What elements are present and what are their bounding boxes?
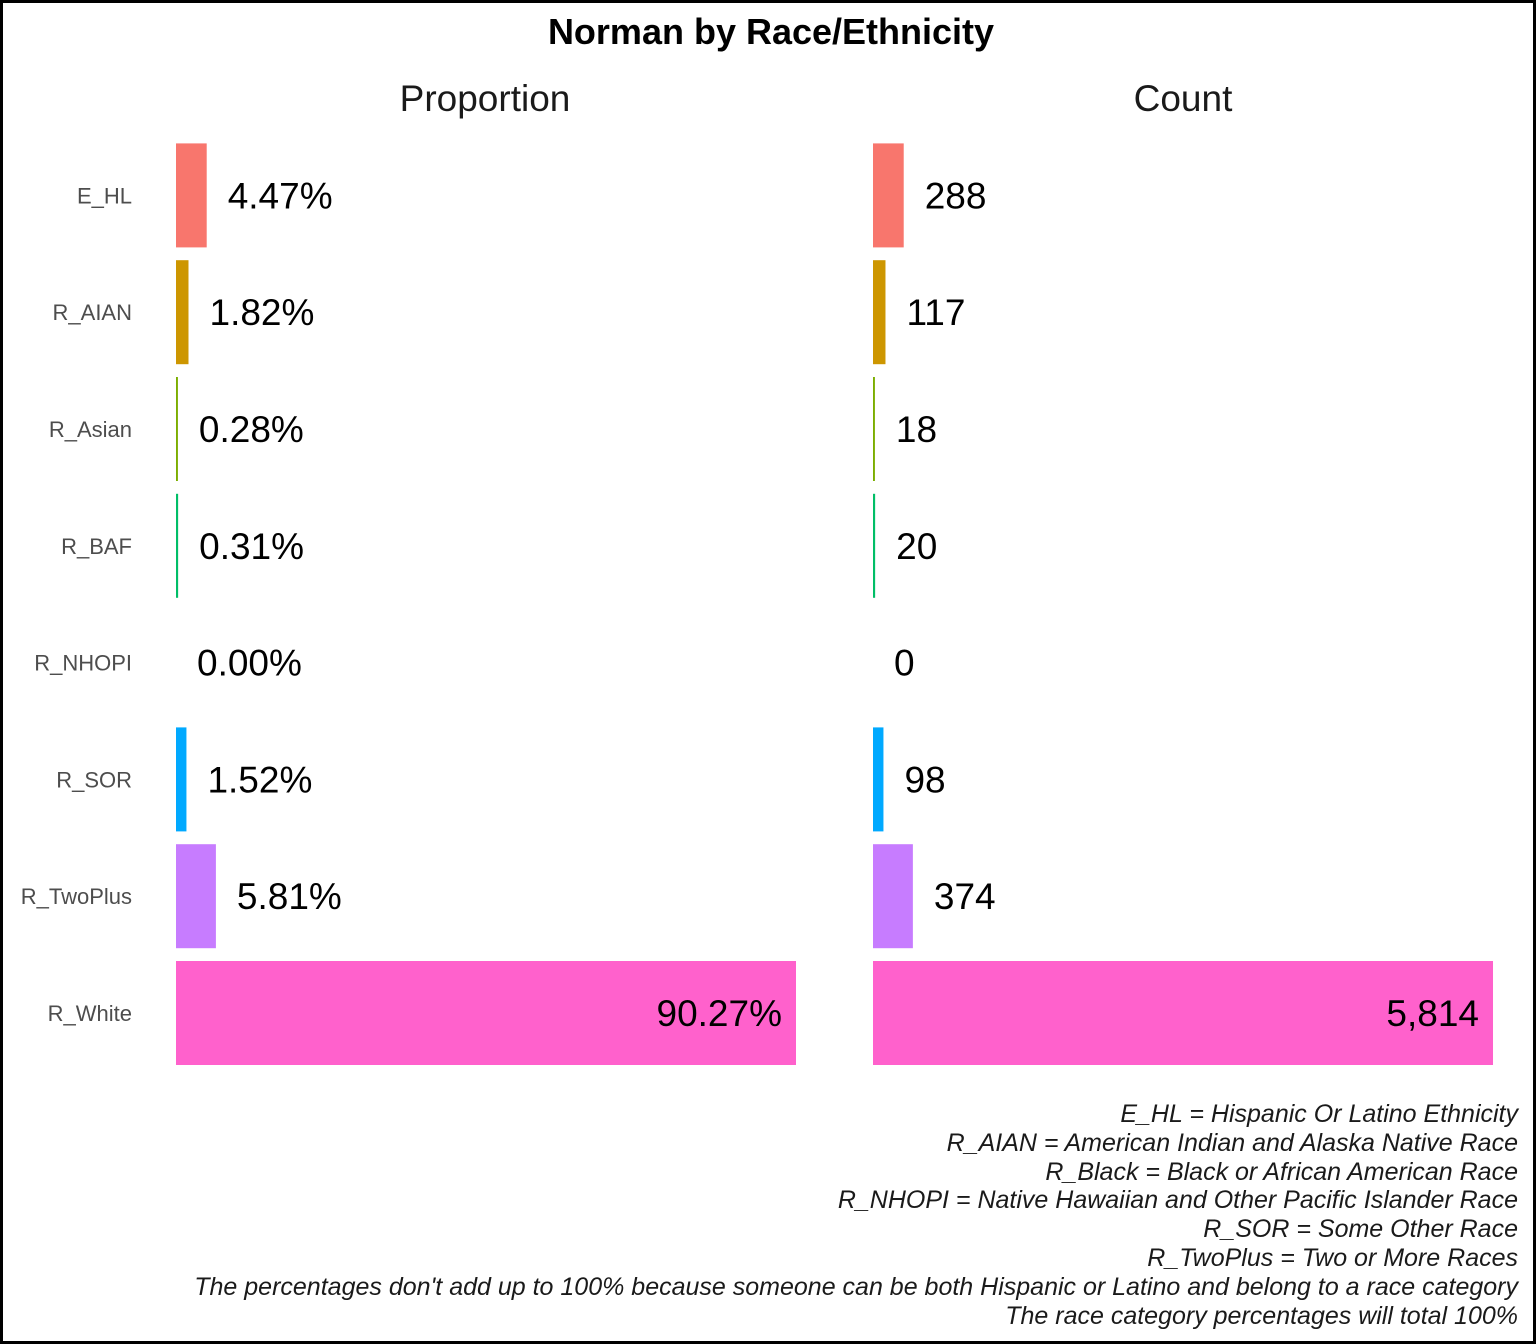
data-label: 90.27% [657,993,783,1034]
data-label: 0.31% [199,526,304,567]
panel-title: Count [1134,78,1233,119]
category-label: R_AIAN [53,300,132,325]
bar [176,727,187,832]
bar [873,961,1493,1065]
bar [873,260,886,365]
data-label: 18 [896,409,937,450]
category-label: E_HL [77,183,132,208]
footnote-line: R_TwoPlus = Two or More Races [1147,1243,1518,1272]
bar [873,727,884,832]
footnote-line: R_AIAN = American Indian and Alaska Nati… [946,1128,1518,1157]
panel-title: Proportion [400,78,571,119]
data-label: 5.81% [237,876,342,917]
data-label: 0.00% [197,643,302,684]
footnote-line: The race category percentages will total… [1005,1301,1518,1330]
footnote-line: R_NHOPI = Native Hawaiian and Other Paci… [837,1186,1518,1215]
category-label: R_White [48,1001,132,1026]
footnotes: E_HL = Hispanic Or Latino Ethnicity R_AI… [18,1100,1518,1330]
bar [873,844,913,949]
footnote-line: The percentages don't add up to 100% bec… [194,1272,1518,1301]
bar [176,961,796,1065]
data-label: 20 [896,526,937,567]
data-label: 0 [894,643,915,684]
data-label: 374 [934,876,996,917]
category-label: R_BAF [61,534,132,559]
bar [176,143,207,248]
category-label: R_Asian [49,417,132,442]
data-label: 0.28% [199,409,304,450]
chart-title: Norman by Race/Ethnicity [547,11,995,52]
footnote-line: R_Black = Black or African American Race [1045,1157,1518,1186]
data-label: 288 [925,175,987,216]
footnote-line: E_HL = Hispanic Or Latino Ethnicity [1120,1100,1518,1128]
bar [873,377,875,481]
category-label: R_SOR [56,767,132,792]
bar [176,377,178,481]
bar [873,493,876,598]
bar [873,143,904,248]
chart-plot: E_HL R_AIAN R_Asian R_BAF R_NHOPI R_SOR R_TwoP… [21,78,1493,1065]
data-label: 5,814 [1386,993,1479,1034]
bar [176,844,216,949]
bar [176,260,189,365]
data-label: 117 [906,292,965,333]
data-label: 98 [904,759,945,800]
data-label: 4.47% [228,175,333,216]
category-label: R_TwoPlus [21,884,132,909]
data-label: 1.52% [207,759,312,800]
footnote-line: R_SOR = Some Other Race [1203,1215,1518,1244]
data-label: 1.82% [210,292,315,333]
bar [176,493,179,598]
category-label: R_NHOPI [34,651,132,676]
